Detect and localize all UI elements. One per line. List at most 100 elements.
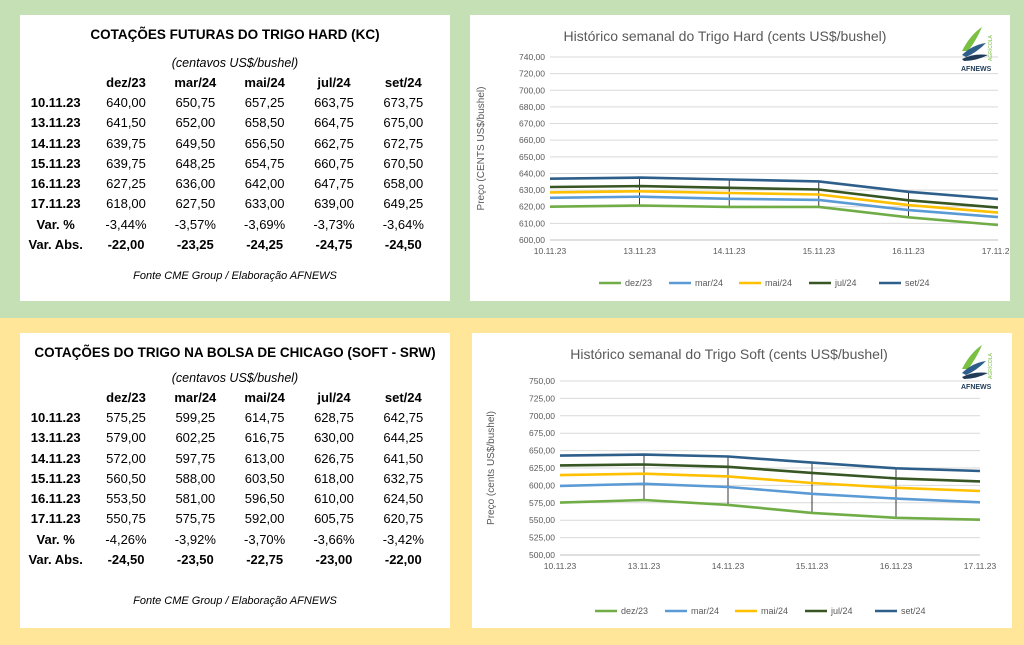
- y-tick-label: 740,00: [519, 52, 545, 62]
- price-cell: 642,75: [383, 409, 424, 425]
- y-tick-label: 720,00: [519, 69, 545, 79]
- price-cell: 596,50: [244, 491, 285, 507]
- hard-wheat-chart: Histórico semanal do Trigo Hard (cents U…: [476, 28, 1014, 288]
- price-cell: 649,50: [175, 135, 216, 151]
- price-cell: 672,75: [383, 135, 424, 151]
- var-pct-cell: -3,44%: [105, 216, 147, 232]
- table-row: 15.11.23 639,75 648,25 654,75 660,75 670,50: [20, 153, 438, 173]
- price-cell: 597,75: [175, 450, 216, 466]
- legend-label: jul/24: [830, 606, 853, 616]
- y-tick-label: 525,00: [529, 533, 555, 543]
- logo-text: AFNEWS: [961, 66, 992, 73]
- price-cell: 581,00: [175, 491, 216, 507]
- row-date: 14.11.23: [30, 450, 81, 466]
- x-tick-label: 14.11.23: [712, 561, 745, 571]
- price-cell: 628,75: [314, 409, 354, 425]
- var-pct-row: Var. % -3,44% -3,57% -3,69% -3,73% -3,64%: [20, 214, 438, 234]
- price-cell: 626,75: [314, 450, 354, 466]
- price-cell: 553,50: [106, 491, 146, 507]
- table-row: 13.11.23 579,00 602,25 616,75 630,00 644,25: [20, 428, 438, 448]
- price-cell: 618,00: [314, 470, 354, 486]
- var-pct-label: Var. %: [36, 216, 75, 232]
- series-line-mai/24: [559, 472, 981, 493]
- column-header: jul/24: [317, 389, 351, 405]
- y-tick-label: 725,00: [529, 393, 555, 403]
- x-tick-label: 13.11.23: [628, 561, 661, 571]
- y-tick-label: 640,00: [519, 168, 545, 178]
- price-cell: 599,25: [175, 409, 216, 425]
- afnews-logo-icon: AFNEWS AGRÍCOLA: [961, 345, 994, 391]
- legend-label: mar/24: [695, 278, 723, 288]
- x-tick-label: 17.11.23: [982, 246, 1010, 256]
- y-tick-label: 600,00: [529, 480, 555, 490]
- price-cell: 673,75: [383, 94, 424, 110]
- var-abs-cell: -22,00: [107, 237, 145, 253]
- price-cell: 656,50: [244, 135, 285, 151]
- column-header: set/24: [384, 74, 422, 90]
- price-cell: 650,75: [175, 94, 216, 110]
- table-unit: (centavos US$/bushel): [171, 371, 299, 385]
- header-corner: [20, 72, 91, 92]
- soft-wheat-chart-card: Histórico semanal do Trigo Soft (cents U…: [472, 333, 1012, 628]
- series-line-mar/24: [549, 195, 999, 219]
- var-pct-cell: -3,66%: [313, 531, 355, 547]
- table-row: 14.11.23 572,00 597,75 613,00 626,75 641,50: [20, 448, 438, 468]
- table-row: 13.11.23 641,50 652,00 658,50 664,75 675,00: [20, 113, 438, 133]
- chart-title: Histórico semanal do Trigo Soft (cents U…: [570, 346, 887, 362]
- price-cell: 610,00: [314, 491, 354, 507]
- price-cell: 627,50: [175, 196, 216, 212]
- row-date: 15.11.23: [30, 470, 81, 486]
- price-cell: 579,00: [106, 430, 146, 446]
- x-tick-label: 16.11.23: [880, 561, 913, 571]
- y-tick-label: 550,00: [529, 515, 555, 525]
- series-line-dez/23: [549, 204, 999, 227]
- y-tick-label: 500,00: [529, 550, 555, 560]
- price-cell: 630,00: [314, 430, 354, 446]
- y-tick-label: 650,00: [529, 446, 555, 456]
- var-abs-cell: -23,25: [176, 237, 214, 253]
- table-title: COTAÇÕES DO TRIGO NA BOLSA DE CHICAGO (S…: [34, 345, 436, 360]
- var-pct-cell: -3,73%: [313, 216, 355, 232]
- legend-label: dez/23: [621, 606, 648, 616]
- price-cell: 550,75: [106, 511, 146, 527]
- price-cell: 639,75: [106, 155, 146, 171]
- y-tick-label: 700,00: [529, 411, 555, 421]
- price-cell: 675,00: [383, 115, 424, 131]
- table-source: Fonte CME Group / Elaboração AFNEWS: [133, 595, 337, 607]
- price-cell: 640,00: [106, 94, 146, 110]
- price-cell: 652,00: [175, 115, 216, 131]
- price-cell: 641,50: [383, 450, 424, 466]
- row-date: 17.11.23: [30, 511, 81, 527]
- price-cell: 657,25: [244, 94, 285, 110]
- price-cell: 658,50: [244, 115, 285, 131]
- column-header: dez/23: [106, 74, 146, 90]
- x-tick-label: 17.11.23: [964, 561, 997, 571]
- column-header: mai/24: [244, 389, 285, 405]
- price-cell: 639,75: [106, 135, 146, 151]
- legend-label: dez/23: [625, 278, 652, 288]
- table-row: 17.11.23 550,75 575,75 592,00 605,75 620,75: [20, 509, 438, 529]
- legend-label: jul/24: [834, 278, 857, 288]
- series-line-mar/24: [559, 482, 981, 504]
- header-row: dez/23 mar/24 mai/24 jul/24 set/24: [20, 387, 438, 407]
- price-cell: 560,50: [106, 470, 146, 486]
- price-cell: 654,75: [244, 155, 285, 171]
- var-abs-cell: -22,00: [384, 552, 422, 568]
- price-cell: 572,00: [106, 450, 146, 466]
- y-tick-label: 675,00: [529, 428, 555, 438]
- price-cell: 664,75: [314, 115, 354, 131]
- y-tick-label: 750,00: [529, 376, 555, 386]
- var-abs-label: Var. Abs.: [28, 237, 83, 253]
- price-cell: 639,00: [314, 196, 354, 212]
- y-tick-label: 700,00: [519, 85, 545, 95]
- price-cell: 575,25: [106, 409, 146, 425]
- y-tick-label: 660,00: [519, 135, 545, 145]
- series-line-dez/23: [559, 498, 981, 521]
- price-cell: 662,75: [314, 135, 354, 151]
- series-line-mai/24: [549, 190, 999, 214]
- series-line-jul/24: [559, 463, 981, 483]
- table-source: Fonte CME Group / Elaboração AFNEWS: [133, 270, 337, 282]
- hard-wheat-chart-card: Histórico semanal do Trigo Hard (cents U…: [470, 15, 1014, 301]
- x-tick-label: 15.11.23: [796, 561, 829, 571]
- legend-label: mai/24: [761, 606, 788, 616]
